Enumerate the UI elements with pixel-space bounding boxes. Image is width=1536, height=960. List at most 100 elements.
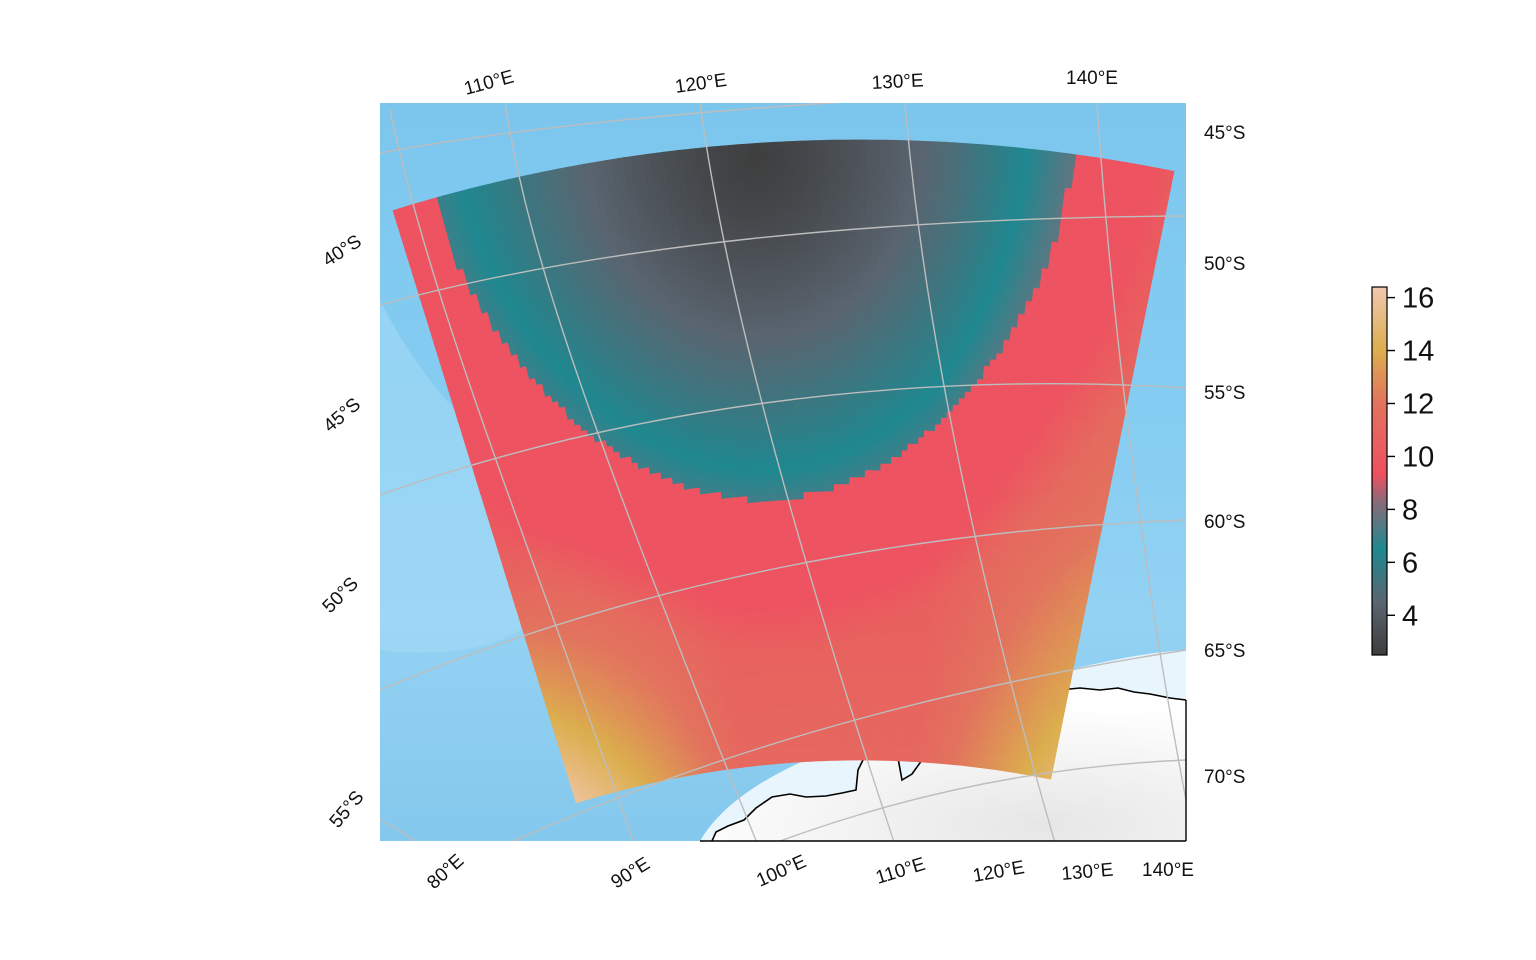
field-cell [740,212,748,221]
field-cell [751,356,759,366]
field-cell [710,291,718,300]
field-cell [752,204,760,214]
field-cell [750,350,759,359]
field-cell [701,264,710,273]
field-cell [732,268,740,277]
field-cell [727,407,735,416]
field-cell [766,480,774,489]
field-cell [730,171,739,181]
field-cell [679,183,688,193]
field-cell [731,324,739,333]
field-cell [697,230,706,239]
field-cell [753,218,761,227]
field-cell [704,291,712,301]
field-cell [759,459,767,469]
field-cell [714,145,723,154]
field-cell [689,154,698,164]
field-cell [705,181,714,190]
field-cell [723,303,731,313]
field-cell [725,193,734,202]
field-cell [748,149,757,159]
field-cell [720,269,728,278]
field-cell [758,515,766,524]
field-cell [756,418,764,427]
field-cell [715,152,724,161]
field-cell [700,257,709,267]
field-cell [736,164,745,173]
field-cell [747,308,755,318]
field-cell [719,200,728,209]
field-cell [763,508,770,517]
field-cell [750,412,758,421]
field-cell [762,432,770,441]
field-cell [682,148,691,158]
field-cell [755,246,763,255]
field-cell [665,178,675,187]
field-cell [705,305,714,315]
field-cell [651,166,660,175]
field-cell [700,202,709,211]
field-cell [737,330,745,339]
field-cell [740,357,748,367]
field-cell [668,198,677,208]
field-cell [748,315,756,324]
field-cell [736,240,744,249]
field-cell [673,184,682,194]
field-cell [707,263,716,273]
field-cell [768,507,775,516]
field-cell [733,344,741,353]
field-cell [770,535,777,544]
field-cell [718,373,727,382]
field-cell [706,257,715,266]
field-cell [756,259,764,269]
field-cell [758,446,766,455]
field-cell [695,320,704,330]
field-cell [739,350,747,360]
field-cell [710,229,718,238]
field-cell [718,255,727,265]
field-cell [693,196,702,205]
field-cell [730,248,739,257]
field-cell [753,225,762,234]
field-cell [745,198,754,207]
field-cell [701,209,710,218]
field-cell [765,466,773,475]
field-cell [725,386,733,396]
field-cell [732,192,740,201]
field-cell [752,439,760,448]
field-cell [757,363,765,372]
field-cell [680,190,689,200]
field-cell [754,232,762,241]
field-cell [745,281,753,290]
field-cell [712,249,720,259]
field-cell [699,306,708,315]
field-cell [696,272,704,281]
field-cell [743,177,752,187]
field-cell [741,371,749,380]
field-cell [699,188,708,197]
field-cell [730,372,738,381]
field-cell [764,514,771,524]
field-cell [748,239,756,248]
field-cell [736,171,745,180]
field-cell [761,480,768,489]
field-cell [725,186,733,195]
field-cell [726,206,735,216]
field-cell [730,178,739,188]
field-cell [775,597,782,606]
field-cell [753,308,761,317]
field-cell [736,385,745,395]
field-cell [712,311,720,321]
field-cell [764,459,772,468]
field-cell [696,216,705,226]
field-cell [731,330,740,340]
field-cell [748,384,756,394]
field-cell [743,392,751,401]
field-cell [738,268,746,277]
field-cell [706,312,715,321]
field-cell [762,349,770,358]
field-cell [713,263,722,272]
field-cell [711,242,720,252]
field-cell [760,466,767,476]
field-cell [664,164,673,174]
